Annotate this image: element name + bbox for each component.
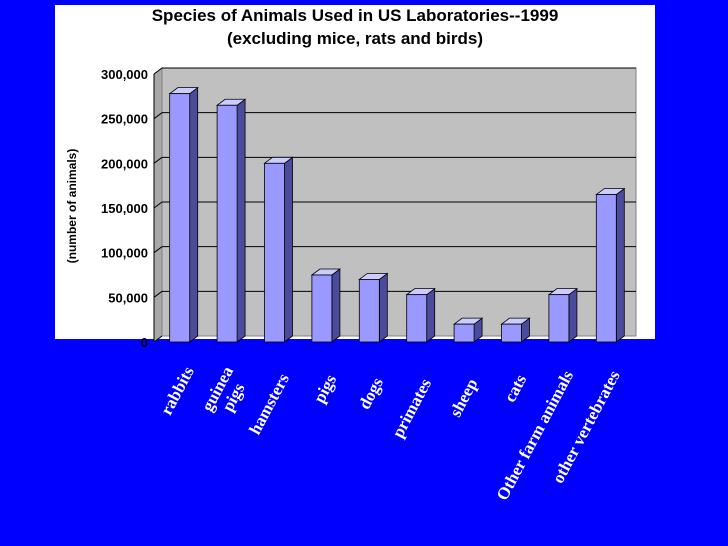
y-tick-label: 150,000 [101,201,148,216]
gridline-side [153,67,163,75]
bar [501,323,522,343]
y-tick-label: 0 [141,335,148,350]
gridline-side [153,290,163,298]
bar-side [189,86,199,343]
y-axis-label: (number of animals) [65,149,79,264]
gridline-side [153,335,163,343]
bar [358,279,380,343]
gridline-side [153,156,163,164]
bar [169,93,191,343]
chart-title: Species of Animals Used in US Laboratori… [151,6,559,25]
gridline-side [153,201,163,209]
y-tick-label: 300,000 [101,67,148,82]
y-tick-label: 250,000 [101,112,148,127]
bar-side [331,268,341,343]
gridline-side [153,112,163,120]
bar [453,323,475,343]
bar-side [568,287,578,343]
y-tick-label: 100,000 [101,246,148,261]
bar-side [615,187,625,343]
bar [264,162,285,343]
bar [216,104,238,343]
y-tick-label: 200,000 [101,156,148,171]
y-tick-label: 50,000 [108,290,148,305]
bar-side [378,272,388,343]
bar [595,194,617,343]
bar-side [284,156,293,343]
bar-side [426,287,436,343]
bar [406,294,428,343]
bar [311,274,333,343]
gridline-side [153,246,163,254]
bar [548,294,570,343]
chart-subtitle: (excluding mice, rats and birds) [226,29,483,48]
bar-side [236,98,246,343]
